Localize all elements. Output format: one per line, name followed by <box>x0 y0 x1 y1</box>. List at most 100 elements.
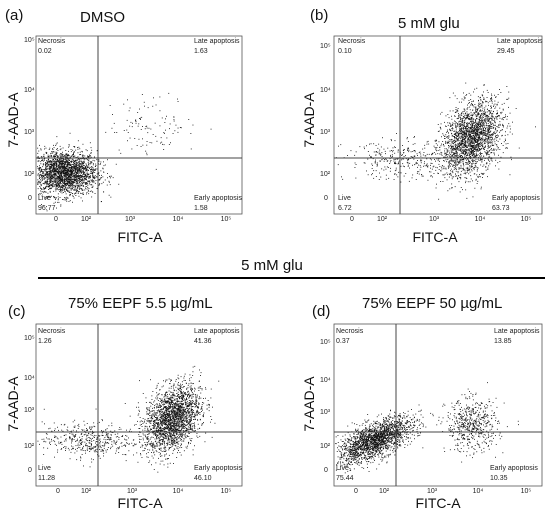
event-point <box>76 191 78 193</box>
event-point <box>45 168 47 170</box>
event-point <box>478 130 480 132</box>
event-point <box>82 186 84 187</box>
event-point <box>107 173 108 174</box>
event-point <box>63 167 65 169</box>
event-point <box>450 165 451 167</box>
event-point <box>463 135 465 137</box>
event-point <box>85 179 87 181</box>
event-point <box>487 118 489 120</box>
event-point <box>67 154 69 156</box>
event-point <box>462 133 464 135</box>
event-point <box>431 153 433 155</box>
event-point <box>468 134 470 136</box>
event-point <box>60 188 62 190</box>
event-point <box>68 190 70 192</box>
event-point <box>74 165 75 167</box>
event-point <box>478 117 480 119</box>
event-point <box>164 132 165 134</box>
event-point <box>359 146 361 148</box>
event-point <box>55 197 56 199</box>
event-point <box>59 161 61 163</box>
event-point <box>88 164 89 165</box>
event-point <box>445 167 447 169</box>
event-point <box>457 163 459 165</box>
event-point <box>95 165 97 166</box>
event-point <box>472 137 474 139</box>
event-point <box>475 120 476 121</box>
event-point <box>90 190 92 192</box>
event-point <box>51 173 53 175</box>
event-point <box>89 191 91 192</box>
event-point <box>64 171 66 173</box>
event-point <box>471 138 472 139</box>
event-point <box>49 190 51 192</box>
event-point <box>468 145 469 147</box>
event-point <box>160 137 162 139</box>
event-point <box>470 118 472 119</box>
event-point <box>463 137 465 139</box>
event-point <box>448 117 450 119</box>
event-point <box>485 117 487 119</box>
event-point <box>469 143 470 145</box>
event-point <box>364 148 365 150</box>
event-point <box>52 168 54 170</box>
event-point <box>93 177 94 179</box>
event-point <box>480 114 482 116</box>
event-point <box>406 161 408 163</box>
event-point <box>96 188 98 189</box>
event-point <box>89 184 91 186</box>
event-point <box>476 141 478 143</box>
event-point <box>77 161 79 163</box>
event-point <box>461 122 463 123</box>
x-axis-label: FITC-A <box>412 229 458 245</box>
event-point <box>87 173 89 175</box>
event-point <box>49 181 51 183</box>
event-point <box>447 165 449 167</box>
event-point <box>75 164 76 166</box>
event-point <box>443 156 445 158</box>
event-point <box>484 147 486 148</box>
event-point <box>431 163 433 164</box>
event-point <box>495 165 496 167</box>
event-point <box>468 140 470 142</box>
event-point <box>61 175 63 177</box>
event-point <box>460 118 462 120</box>
event-point <box>60 178 62 180</box>
event-point <box>172 133 174 134</box>
event-point <box>79 175 81 176</box>
event-point <box>397 149 399 151</box>
event-point <box>476 118 477 119</box>
event-point <box>54 163 56 165</box>
event-point <box>52 148 53 150</box>
event-point <box>454 148 456 150</box>
event-point <box>72 177 74 179</box>
event-point <box>82 158 84 160</box>
event-point <box>508 106 509 108</box>
event-point <box>49 172 51 174</box>
event-point <box>55 162 57 164</box>
event-point <box>463 123 465 125</box>
event-point <box>82 161 84 163</box>
event-point <box>450 158 452 160</box>
event-point <box>78 176 80 178</box>
event-point <box>477 167 479 169</box>
event-point <box>41 177 43 178</box>
event-point <box>79 189 81 190</box>
event-point <box>443 134 445 136</box>
event-point <box>61 189 63 191</box>
event-point <box>63 199 65 201</box>
event-point <box>104 179 106 181</box>
event-point <box>450 124 452 126</box>
event-point <box>466 158 468 160</box>
event-point <box>479 147 480 149</box>
event-point <box>52 182 54 184</box>
event-point <box>456 151 458 153</box>
event-point <box>443 160 444 161</box>
event-point <box>494 129 496 131</box>
event-point <box>66 154 68 156</box>
event-point <box>478 122 480 123</box>
event-point <box>483 114 485 115</box>
event-point <box>59 185 61 187</box>
event-point <box>367 158 369 160</box>
event-point <box>53 163 55 165</box>
